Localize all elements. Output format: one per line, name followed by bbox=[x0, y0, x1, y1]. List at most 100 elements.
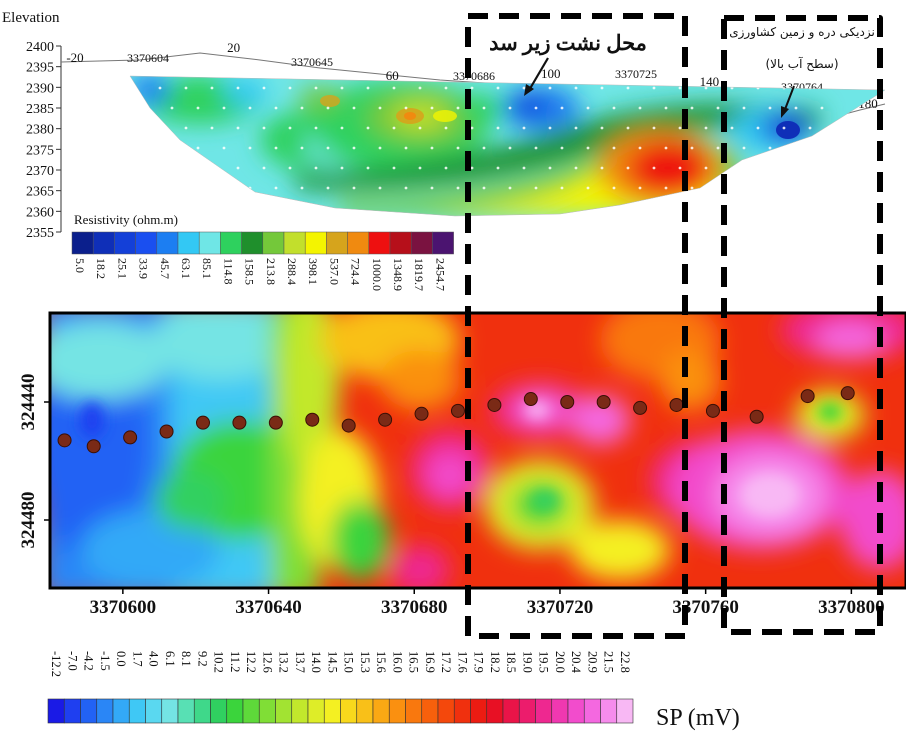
measurement-point bbox=[418, 86, 422, 90]
sp-profile-point bbox=[232, 415, 247, 430]
sp-colorbar-label: 10.2 bbox=[212, 651, 226, 673]
measurement-point bbox=[586, 106, 590, 110]
measurement-point bbox=[418, 166, 422, 170]
measurement-point bbox=[756, 166, 760, 170]
sp-x-tick-label: 3370720 bbox=[527, 597, 594, 618]
sp-colorbar-swatch bbox=[291, 698, 309, 724]
measurement-point bbox=[742, 106, 746, 110]
sp-map-frame bbox=[48, 311, 906, 590]
measurement-point bbox=[548, 86, 552, 90]
measurement-point bbox=[678, 126, 682, 130]
measurement-point bbox=[808, 126, 812, 130]
sp-y-axis: 324440 324480 bbox=[18, 374, 50, 549]
sp-profile-points bbox=[57, 386, 855, 454]
distance-tick-label: 100 bbox=[541, 66, 561, 81]
resistivity-colorbar-label: 1000.0 bbox=[370, 258, 384, 291]
resistivity-colorbar-label: 85.1 bbox=[200, 258, 214, 279]
sp-colorbar-swatch bbox=[177, 698, 195, 724]
measurement-point bbox=[326, 186, 330, 190]
measurement-point bbox=[326, 106, 330, 110]
sp-profile-point bbox=[341, 418, 356, 433]
measurement-point bbox=[704, 86, 708, 90]
sp-profile-point bbox=[749, 409, 764, 424]
resistivity-colorbar-swatch bbox=[304, 231, 327, 255]
measurement-point bbox=[690, 106, 694, 110]
sp-colorbar-swatch bbox=[193, 698, 211, 724]
measurement-point bbox=[612, 186, 616, 190]
sp-colorbar-label: -4.2 bbox=[82, 651, 96, 671]
measurement-point bbox=[170, 106, 174, 110]
resistivity-colorbar-swatch bbox=[114, 231, 136, 255]
measurement-point bbox=[794, 106, 798, 110]
sp-profile-point bbox=[560, 395, 575, 409]
measurement-point bbox=[196, 186, 200, 190]
resistivity-colorbar bbox=[71, 231, 454, 255]
measurement-point bbox=[794, 146, 798, 150]
measurement-point bbox=[508, 186, 512, 190]
sp-x-tick-label: 3370600 bbox=[90, 597, 157, 618]
annotation-valley-arrow bbox=[783, 85, 795, 113]
sp-x-tick-label: 3370640 bbox=[235, 597, 302, 618]
sp-colorbar-label: 15.3 bbox=[358, 651, 372, 673]
sp-colorbar-label: 6.1 bbox=[163, 651, 177, 667]
measurement-point bbox=[184, 86, 188, 90]
measurement-point bbox=[742, 186, 746, 190]
resistivity-colorbar-swatch bbox=[156, 231, 179, 255]
measurement-point bbox=[210, 86, 214, 90]
sp-colorbar-label: 22.8 bbox=[618, 651, 632, 673]
measurement-point bbox=[586, 146, 590, 150]
measurement-point bbox=[288, 86, 292, 90]
measurement-point bbox=[508, 146, 512, 150]
elevation-tick-label: 2400 bbox=[26, 40, 54, 55]
measurement-point bbox=[392, 86, 396, 90]
elevation-tick-label: 2385 bbox=[26, 102, 54, 117]
measurement-point bbox=[392, 126, 396, 130]
resistivity-colorbar-swatch bbox=[241, 231, 264, 255]
sp-colorbar-swatch bbox=[258, 698, 276, 724]
sp-map-panel: 3370600 3370640 3370680 3370720 3370760 33708… bbox=[18, 311, 906, 731]
sp-profile-point bbox=[305, 412, 320, 427]
sp-colorbar-label: 15.6 bbox=[374, 651, 388, 673]
resistivity-colorbar-label: 288.4 bbox=[285, 258, 299, 285]
measurement-point bbox=[288, 166, 292, 170]
sp-colorbar-swatch bbox=[112, 698, 130, 724]
sp-colorbar-label: 11.2 bbox=[228, 651, 242, 672]
measurement-point bbox=[482, 146, 486, 150]
measurement-point bbox=[522, 166, 526, 170]
measurement-point bbox=[184, 166, 188, 170]
sp-colorbar-swatch bbox=[96, 698, 114, 724]
measurement-point bbox=[704, 126, 708, 130]
sp-colorbar-swatch bbox=[145, 698, 163, 724]
easting-tick-label: 3370686 bbox=[453, 69, 495, 83]
resistivity-section-panel: Elevation 2400 2395 2390 2385 2380 2375 2370 23… bbox=[2, 10, 886, 291]
resistivity-colorbar-swatch bbox=[389, 231, 412, 255]
measurement-point bbox=[300, 146, 304, 150]
measurement-point bbox=[418, 126, 422, 130]
measurement-point bbox=[664, 106, 668, 110]
sp-y-tick-label: 324440 bbox=[18, 374, 39, 431]
easting-tick-label: 3370725 bbox=[615, 67, 657, 81]
measurement-point bbox=[522, 86, 526, 90]
easting-tick-label: 3370645 bbox=[291, 55, 333, 69]
sp-y-tick-label: 324480 bbox=[18, 492, 39, 549]
measurement-point bbox=[768, 106, 772, 110]
sp-colorbar-swatch bbox=[323, 698, 341, 724]
measurement-point bbox=[820, 146, 824, 150]
measurement-point bbox=[236, 126, 240, 130]
measurement-point bbox=[340, 166, 344, 170]
resistivity-colorbar-label: 33.9 bbox=[137, 258, 151, 279]
sp-profile-point bbox=[378, 412, 393, 427]
elevation-tick-label: 2365 bbox=[26, 185, 54, 200]
annotation-valley-arrowhead bbox=[781, 106, 789, 118]
sp-colorbar-swatch bbox=[161, 698, 179, 724]
annotation-leakage-arrow bbox=[527, 57, 549, 93]
sp-colorbar-label: 19.0 bbox=[520, 651, 534, 673]
measurement-point bbox=[808, 166, 812, 170]
measurement-point bbox=[522, 126, 526, 130]
sp-colorbar-swatch bbox=[518, 698, 536, 724]
sp-colorbar-label: 19.5 bbox=[537, 651, 551, 673]
measurement-point bbox=[574, 86, 578, 90]
sp-colorbar-label: 14.5 bbox=[325, 651, 339, 673]
sp-colorbar-swatch bbox=[470, 698, 488, 724]
